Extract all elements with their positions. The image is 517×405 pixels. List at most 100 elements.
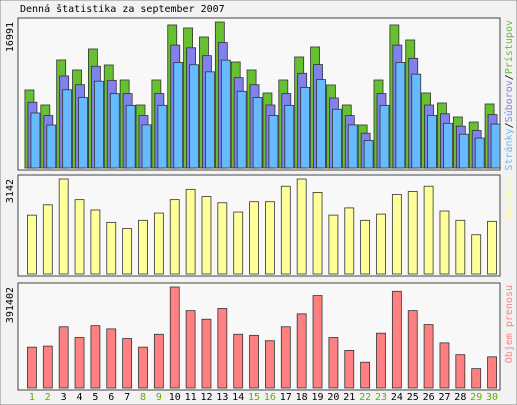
legend-entry: Súborov — [503, 80, 515, 122]
bar — [90, 209, 101, 275]
bar — [265, 340, 275, 389]
legend-entry: Prístupov — [503, 20, 515, 74]
bar — [300, 86, 311, 169]
x-tick-label: 24 — [391, 392, 403, 403]
legend-entry: Objem prenosu — [504, 285, 515, 363]
legend: Stránky/Súborov/Prístupov — [503, 20, 515, 171]
x-tick-label: 9 — [156, 392, 162, 403]
bar — [376, 213, 386, 275]
bar — [233, 333, 244, 389]
x-tick-label: 16 — [264, 392, 276, 403]
legend-separator: / — [504, 74, 515, 80]
bar — [439, 210, 450, 275]
legend-separator: / — [504, 122, 515, 128]
bar — [328, 337, 339, 389]
bar — [312, 295, 323, 389]
bar — [157, 104, 168, 169]
legend: Návštev — [503, 177, 515, 219]
bar — [443, 122, 453, 169]
bar — [363, 140, 374, 169]
x-tick-label: 27 — [438, 392, 450, 403]
bar — [328, 214, 339, 275]
bar — [233, 211, 244, 275]
bar — [189, 64, 200, 169]
bar — [347, 124, 358, 169]
bar — [423, 185, 434, 275]
bar — [360, 361, 371, 389]
bar — [58, 178, 69, 275]
bar — [201, 196, 212, 275]
bar — [423, 324, 434, 389]
bar — [407, 310, 418, 389]
bar — [296, 178, 307, 275]
bar — [427, 115, 438, 169]
bar — [391, 194, 402, 275]
x-tick-label: 14 — [232, 392, 244, 403]
bar — [344, 207, 355, 275]
bar — [331, 108, 342, 169]
bar — [490, 123, 501, 169]
bar — [316, 79, 326, 169]
x-tick-label: 7 — [124, 392, 130, 403]
x-tick-label: 25 — [407, 392, 419, 403]
x-tick-label: 21 — [343, 392, 355, 403]
bar — [125, 104, 136, 169]
x-tick-label: 8 — [140, 392, 146, 403]
chart-title: Denná štatistika za september 2007 — [20, 3, 225, 15]
bar — [74, 199, 85, 275]
y-max-label: 3142 — [5, 179, 16, 203]
x-tick-label: 29 — [470, 392, 482, 403]
bar — [42, 345, 53, 389]
x-tick-label: 30 — [486, 392, 498, 403]
x-tick-label: 26 — [423, 392, 435, 403]
y-max-label: 16991 — [5, 22, 16, 52]
x-tick-label: 13 — [216, 392, 228, 403]
x-tick-label: 2 — [45, 392, 51, 403]
y-max-label: 391402 — [5, 287, 16, 323]
bar — [185, 188, 196, 275]
bar — [265, 201, 275, 275]
bar — [27, 214, 37, 275]
bar — [471, 368, 482, 389]
bar — [439, 342, 450, 389]
bar — [78, 97, 88, 169]
bar — [94, 80, 104, 169]
x-tick-label: 10 — [169, 392, 181, 403]
x-tick-label: 1 — [29, 392, 35, 403]
bar — [205, 71, 215, 169]
bar — [173, 62, 184, 169]
x-tick-label: 11 — [185, 392, 197, 403]
bar — [284, 104, 295, 169]
bar — [74, 337, 85, 389]
bar — [122, 228, 133, 275]
x-tick-label: 19 — [312, 392, 324, 403]
bar — [249, 201, 259, 275]
bar — [138, 346, 148, 389]
bar — [411, 73, 422, 169]
bar — [455, 219, 466, 275]
bar — [376, 332, 386, 389]
bar — [407, 190, 418, 275]
bar — [344, 349, 355, 389]
bar — [487, 356, 497, 389]
bar — [169, 199, 180, 275]
x-tick-label: 28 — [454, 392, 466, 403]
bar — [153, 333, 164, 389]
bar — [474, 137, 485, 169]
bar — [252, 97, 263, 169]
bar — [487, 220, 497, 275]
bar — [220, 59, 231, 169]
bar — [391, 290, 402, 389]
bar — [109, 93, 120, 169]
x-tick-label: 17 — [280, 392, 292, 403]
bar — [395, 62, 406, 169]
bar — [455, 354, 466, 389]
x-tick-label: 20 — [327, 392, 339, 403]
bar — [46, 124, 57, 169]
bar — [249, 334, 259, 389]
bar — [471, 234, 482, 275]
bar — [360, 219, 371, 275]
bar — [217, 202, 228, 275]
x-tick-label: 18 — [296, 392, 308, 403]
bar — [153, 212, 164, 275]
